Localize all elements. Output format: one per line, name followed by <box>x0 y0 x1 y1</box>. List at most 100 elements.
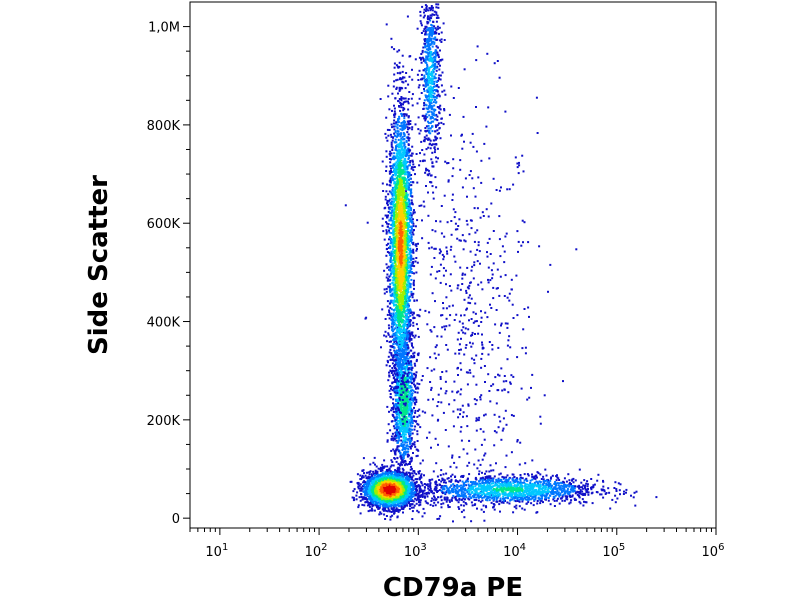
event-dot <box>456 367 459 370</box>
event-dot <box>500 186 502 189</box>
event-dot <box>536 493 539 496</box>
event-dot <box>406 420 408 423</box>
event-dot <box>406 353 409 356</box>
event-dot <box>423 483 426 485</box>
event-dot <box>458 343 461 346</box>
event-dot <box>474 489 477 492</box>
event-dot <box>484 413 487 416</box>
event-dot <box>488 485 491 488</box>
event-dot <box>399 378 402 381</box>
event-dot <box>518 161 520 164</box>
event-dot <box>386 405 389 408</box>
event-dot <box>454 480 457 483</box>
event-dot <box>528 396 531 399</box>
event-dot <box>409 390 412 393</box>
event-dot <box>430 5 433 7</box>
event-dot <box>524 346 527 349</box>
event-dot <box>564 483 567 486</box>
event-dot <box>400 442 403 445</box>
event-dot <box>500 488 503 491</box>
event-dot <box>419 426 422 429</box>
event-dot <box>452 410 455 413</box>
event-dot <box>487 478 489 481</box>
event-dot <box>506 483 509 486</box>
event-dot <box>458 352 461 355</box>
event-dot <box>425 185 427 187</box>
event-dot <box>459 239 462 242</box>
event-dot <box>423 28 426 31</box>
event-dot <box>399 453 402 456</box>
event-dot <box>488 492 491 494</box>
event-dot <box>467 403 470 406</box>
event-dot <box>485 208 488 211</box>
event-dot <box>462 415 464 418</box>
event-dot <box>457 374 459 376</box>
event-dot <box>513 492 516 495</box>
event-dot <box>414 445 417 448</box>
event-dot <box>495 488 498 491</box>
event-dot <box>451 199 454 201</box>
event-dot <box>502 499 505 502</box>
event-dot <box>392 414 395 417</box>
event-dot <box>538 484 541 487</box>
event-dot <box>430 98 433 101</box>
event-dot <box>503 388 506 391</box>
event-dot <box>423 102 426 104</box>
event-dot <box>531 488 534 491</box>
event-dot <box>405 324 408 327</box>
event-dot <box>407 357 410 360</box>
event-dot <box>548 485 550 488</box>
event-dot <box>472 321 475 324</box>
event-dot <box>438 479 441 481</box>
event-dot <box>507 489 509 492</box>
event-dot <box>398 413 401 416</box>
event-dot <box>523 497 526 500</box>
event-dot <box>397 422 400 425</box>
event-dot <box>419 20 422 23</box>
event-dot <box>523 491 526 494</box>
event-dot <box>422 114 425 117</box>
event-dot <box>490 202 493 205</box>
event-dot <box>443 109 446 112</box>
event-dot <box>516 230 519 233</box>
event-dot <box>469 281 472 284</box>
event-dot <box>433 147 436 149</box>
event-dot <box>407 376 410 379</box>
event-dot <box>462 504 465 507</box>
event-dot <box>406 386 409 389</box>
event-dot <box>421 149 424 151</box>
event-dot <box>402 380 404 383</box>
event-dot <box>491 489 494 492</box>
event-dot <box>409 391 411 394</box>
event-dot <box>501 389 504 392</box>
event-dot <box>466 477 469 480</box>
event-dot <box>424 500 427 503</box>
event-dot <box>398 400 401 402</box>
event-dot <box>480 489 483 492</box>
event-dot <box>406 406 409 409</box>
event-dot <box>505 493 508 496</box>
event-dot <box>426 80 429 83</box>
event-dot <box>464 487 467 490</box>
event-dot <box>401 441 404 444</box>
event-dot <box>439 376 442 378</box>
event-dot <box>392 425 395 428</box>
event-dot <box>427 71 430 74</box>
event-dot <box>454 475 457 478</box>
event-dot <box>441 314 444 317</box>
event-dot <box>390 372 393 374</box>
event-dot <box>512 317 515 319</box>
event-dot <box>529 498 532 501</box>
event-dot <box>617 482 620 485</box>
event-dot <box>429 27 431 30</box>
event-dot <box>512 375 515 378</box>
event-dot <box>547 490 550 493</box>
event-dot <box>386 128 389 131</box>
event-dot <box>406 441 409 444</box>
event-dot <box>426 45 428 48</box>
event-dot <box>432 120 435 123</box>
event-dot <box>463 68 466 71</box>
event-dot <box>572 486 575 489</box>
event-dot <box>390 449 393 452</box>
event-dot <box>459 362 462 365</box>
